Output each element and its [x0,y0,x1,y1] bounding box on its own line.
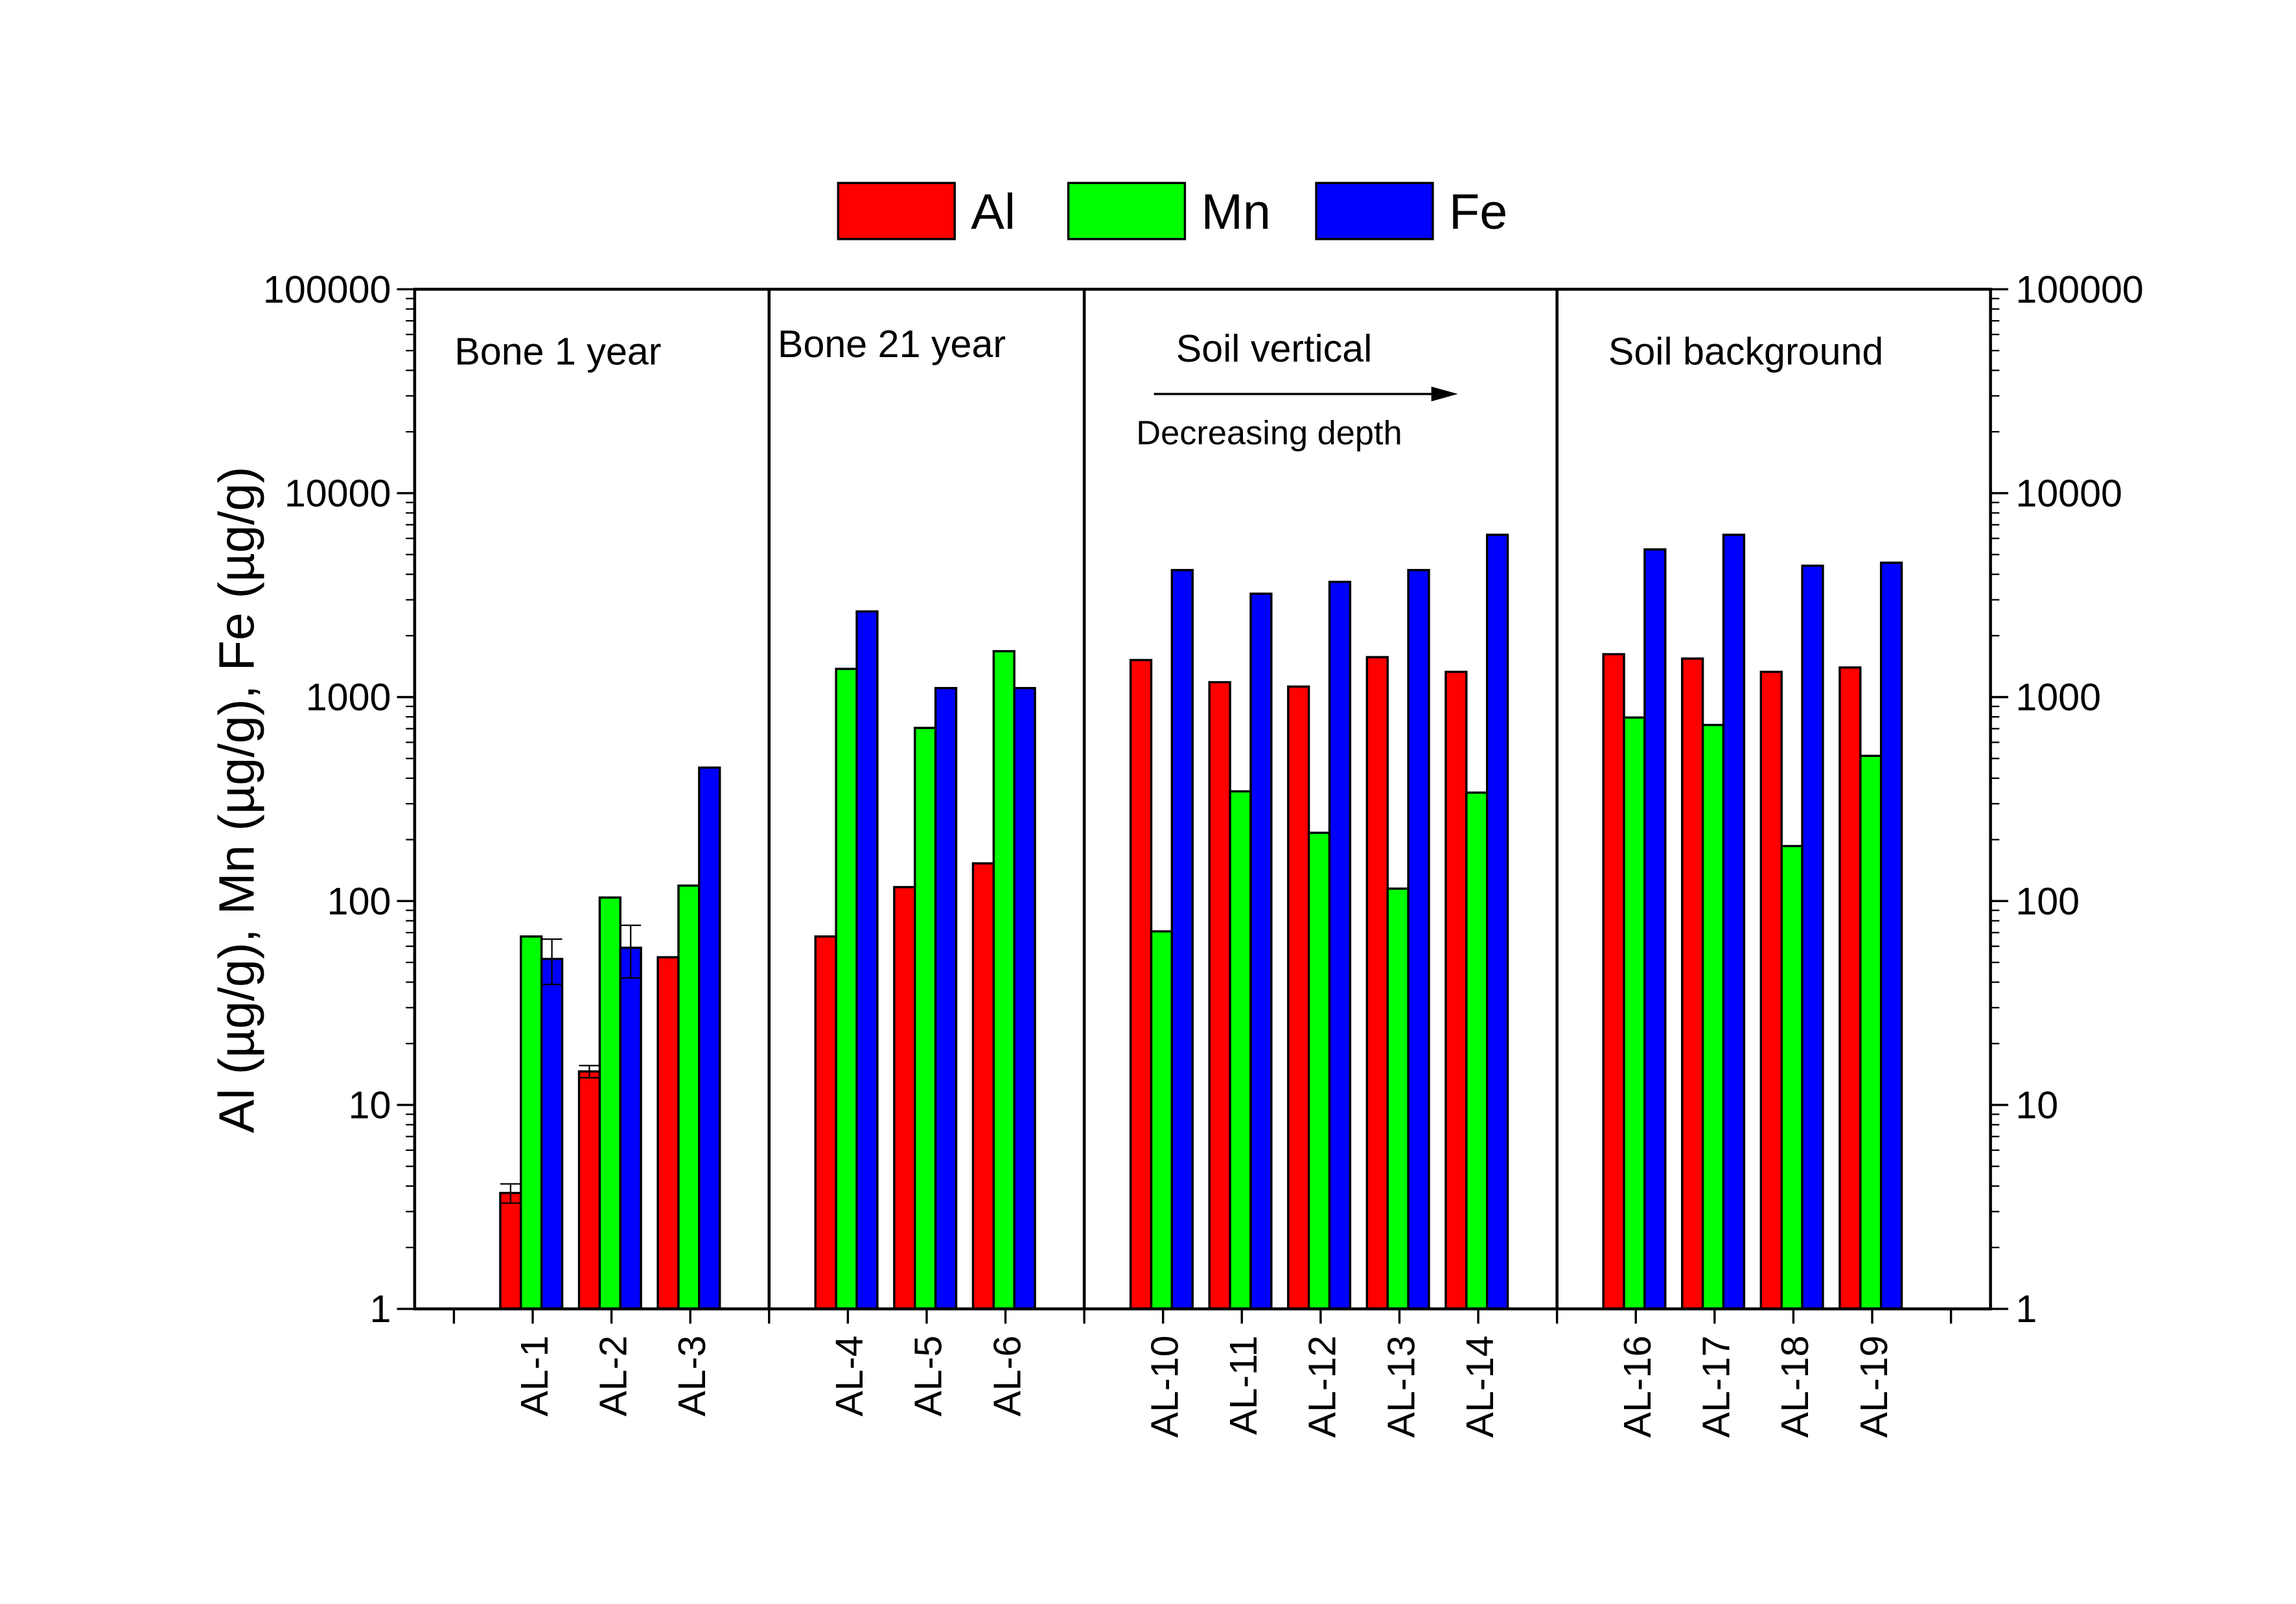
y-tick-label-left: 1 [370,1287,391,1331]
y-axis-label: Al (µg/g), Mn (µg/g), Fe (µg/g) [209,467,265,1133]
x-tick-label: AL-12 [1301,1336,1344,1438]
bar-mn-al-6 [992,650,1015,1310]
bar-al-al-4 [814,935,837,1310]
group-label-bone-21-year: Bone 21 year [778,322,1006,366]
y-tick-label-right: 10000 [2015,471,2122,515]
bar-mn-al-13 [1386,887,1409,1310]
y-tick-label-left: 100 [327,879,391,923]
bar-al-al-16 [1602,653,1625,1310]
y-tick-label-left: 10000 [284,471,391,515]
x-tick-label: AL-14 [1458,1336,1502,1438]
legend-swatch-fe [1315,181,1434,240]
decreasing-depth-label: Decreasing depth [1136,414,1402,452]
legend-swatch-al [837,181,956,240]
group-label-soil-vertical: Soil vertical [1176,327,1373,370]
bar-al-al-18 [1759,670,1783,1310]
x-tick-label: AL-5 [907,1336,950,1417]
y-tick-label-left: 1000 [306,675,391,719]
legend: Al Mn Fe [837,181,1507,240]
x-tick-label: AL-4 [828,1336,871,1417]
bar-al-al-12 [1287,685,1310,1310]
bar-mn-al-1 [520,935,543,1310]
legend-label-fe: Fe [1449,184,1507,240]
y-tick-label-right: 10 [2015,1083,2058,1126]
bar-fe-al-4 [855,610,879,1310]
axes: AL-1 AL-2 AL-3 AL-4 AL-5 AL-6 AL-10 AL-11 AL-12 A… [263,268,2144,1438]
group-label-soil-background: Soil background [1608,329,1883,373]
bar-fe-al-11 [1249,592,1273,1310]
bar-fe-al-17 [1722,533,1746,1310]
x-tick-label: AL-16 [1616,1336,1659,1438]
bar-al-al-14 [1444,670,1468,1310]
bar-mn-al-5 [914,726,937,1310]
bar-al-al-10 [1129,658,1153,1310]
bar-mn-al-10 [1150,930,1174,1310]
group-labels: Bone 1 year Bone 21 year Soil vertical S… [454,322,1883,452]
x-tick-label: AL-3 [670,1336,713,1417]
bars [499,533,1903,1310]
bar-mn-al-17 [1701,723,1725,1310]
bar-mn-al-11 [1229,790,1252,1310]
bar-al-al-17 [1681,657,1704,1310]
y-tick-label-left: 100000 [263,268,391,311]
x-tick-label: AL-2 [591,1336,634,1417]
bar-al-al-3 [656,956,680,1310]
bar-fe-al-5 [934,687,958,1310]
bar-al-al-13 [1365,656,1389,1310]
x-tick-label: AL-10 [1142,1336,1186,1438]
y-tick-label-right: 1 [2015,1287,2037,1331]
bar-fe-al-19 [1879,561,1903,1310]
bar-fe-al-6 [1013,687,1036,1310]
x-tick-label: AL-18 [1773,1336,1816,1438]
y-tick-label-left: 10 [349,1083,391,1126]
bar-fe-al-3 [698,766,721,1310]
bar-mn-al-19 [1859,754,1883,1310]
y-tick-label-right: 100000 [2015,268,2144,311]
arrow-head-icon [1431,386,1458,402]
y-tick-label-right: 1000 [2015,675,2101,719]
bar-al-al-11 [1208,680,1231,1310]
x-tick-label: AL-11 [1222,1336,1265,1435]
bar-fe-al-12 [1328,581,1352,1310]
bar-mn-al-3 [677,884,701,1310]
bar-fe-al-1 [540,957,564,1310]
x-tick-label: AL-19 [1852,1336,1896,1438]
legend-swatch-mn [1067,181,1187,240]
bar-mn-al-14 [1465,791,1489,1310]
bar-fe-al-2 [619,946,642,1310]
bar-al-al-1 [499,1192,522,1310]
bar-fe-al-14 [1486,533,1509,1310]
x-tick-label: AL-17 [1695,1336,1738,1438]
bar-mn-al-4 [835,668,858,1310]
bar-fe-al-18 [1801,564,1824,1310]
legend-label-mn: Mn [1201,184,1271,240]
x-tick-label: AL-13 [1379,1336,1422,1438]
bar-mn-al-2 [598,896,621,1310]
bar-al-al-6 [971,862,995,1310]
plot-frame [413,287,1992,1310]
x-tick-label: AL-1 [513,1336,556,1417]
bar-fe-al-10 [1170,568,1194,1310]
group-label-bone-1-year: Bone 1 year [454,329,661,373]
legend-label-al: Al [971,184,1015,240]
bar-al-al-5 [893,886,916,1310]
y-tick-label-right: 100 [2015,879,2080,923]
bar-mn-al-12 [1307,831,1331,1310]
bar-fe-al-16 [1643,548,1667,1310]
bar-mn-al-16 [1623,716,1646,1310]
bar-mn-al-18 [1780,844,1803,1310]
bar-al-al-2 [577,1070,601,1310]
bar-al-al-19 [1838,666,1862,1310]
x-tick-label: AL-6 [985,1336,1028,1417]
bar-fe-al-13 [1407,568,1430,1310]
